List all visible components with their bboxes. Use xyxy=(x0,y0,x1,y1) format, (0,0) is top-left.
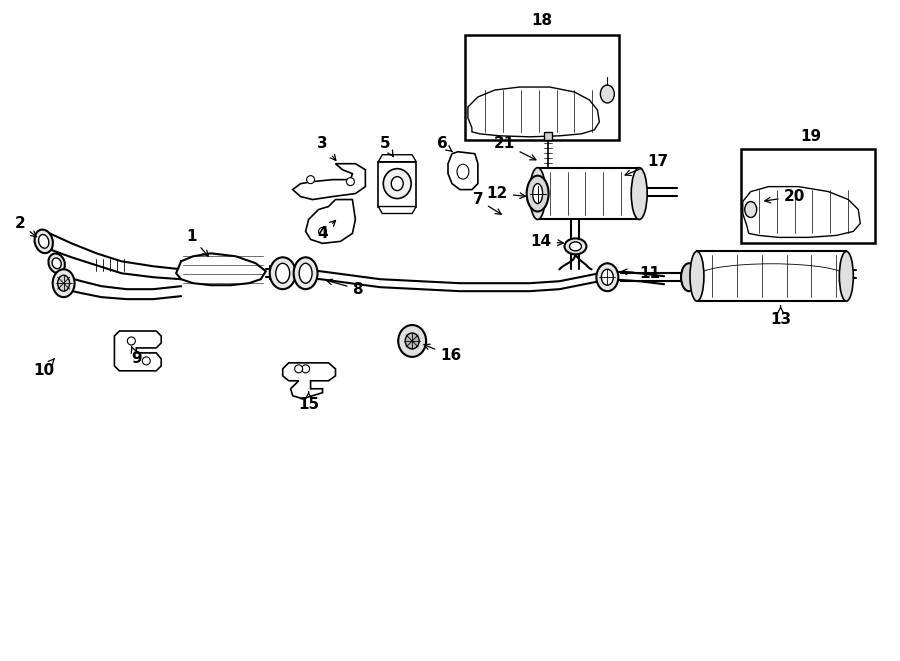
Text: 7: 7 xyxy=(472,192,501,214)
Text: 15: 15 xyxy=(298,391,320,412)
Text: 14: 14 xyxy=(530,234,563,249)
Text: 3: 3 xyxy=(317,136,336,161)
Ellipse shape xyxy=(49,254,65,273)
Text: 8: 8 xyxy=(327,279,363,297)
Polygon shape xyxy=(292,164,365,200)
Text: 4: 4 xyxy=(317,220,336,241)
Ellipse shape xyxy=(405,333,419,349)
Ellipse shape xyxy=(294,365,302,373)
Polygon shape xyxy=(448,152,478,190)
Ellipse shape xyxy=(398,325,426,357)
Text: 11: 11 xyxy=(622,266,661,281)
Bar xyxy=(465,35,619,140)
Ellipse shape xyxy=(840,251,853,301)
Text: 13: 13 xyxy=(770,306,791,327)
Text: 10: 10 xyxy=(33,358,55,378)
Ellipse shape xyxy=(597,263,618,291)
Text: 16: 16 xyxy=(424,344,462,364)
Ellipse shape xyxy=(745,202,757,217)
Text: 17: 17 xyxy=(626,154,669,176)
Polygon shape xyxy=(306,200,356,243)
Bar xyxy=(697,251,846,301)
Ellipse shape xyxy=(383,169,411,198)
Text: 2: 2 xyxy=(14,216,37,237)
Ellipse shape xyxy=(39,235,49,249)
Polygon shape xyxy=(283,363,336,399)
Polygon shape xyxy=(742,186,860,237)
Polygon shape xyxy=(378,155,416,162)
Polygon shape xyxy=(378,206,416,214)
Ellipse shape xyxy=(346,178,355,186)
Ellipse shape xyxy=(275,263,290,283)
Text: 5: 5 xyxy=(380,136,393,157)
Ellipse shape xyxy=(392,176,403,190)
Text: 20: 20 xyxy=(765,189,805,204)
Bar xyxy=(741,149,875,243)
Text: 6: 6 xyxy=(436,136,453,152)
Polygon shape xyxy=(176,253,266,285)
Ellipse shape xyxy=(601,269,613,285)
Text: 9: 9 xyxy=(131,346,141,366)
Ellipse shape xyxy=(681,263,697,291)
Ellipse shape xyxy=(53,269,75,297)
Ellipse shape xyxy=(293,257,318,289)
Ellipse shape xyxy=(457,164,469,179)
Ellipse shape xyxy=(526,176,549,212)
Polygon shape xyxy=(468,87,599,137)
Bar xyxy=(378,162,416,206)
Ellipse shape xyxy=(307,176,315,184)
Ellipse shape xyxy=(142,357,150,365)
Ellipse shape xyxy=(34,229,53,253)
Text: 1: 1 xyxy=(185,229,208,256)
Ellipse shape xyxy=(564,239,587,254)
Ellipse shape xyxy=(600,85,615,103)
Ellipse shape xyxy=(631,168,647,219)
Polygon shape xyxy=(114,331,161,371)
Ellipse shape xyxy=(270,257,296,289)
Ellipse shape xyxy=(302,365,310,373)
Text: 21: 21 xyxy=(493,136,536,160)
Text: 19: 19 xyxy=(800,130,821,144)
Ellipse shape xyxy=(128,337,135,345)
Ellipse shape xyxy=(690,251,704,301)
Ellipse shape xyxy=(319,227,327,235)
Ellipse shape xyxy=(533,184,543,204)
Text: 18: 18 xyxy=(531,13,553,28)
Ellipse shape xyxy=(530,168,545,219)
Bar xyxy=(537,168,639,219)
Polygon shape xyxy=(544,132,552,140)
Text: 12: 12 xyxy=(487,186,526,201)
Ellipse shape xyxy=(570,242,581,251)
Ellipse shape xyxy=(58,275,69,291)
Ellipse shape xyxy=(52,258,61,268)
Ellipse shape xyxy=(299,263,312,283)
